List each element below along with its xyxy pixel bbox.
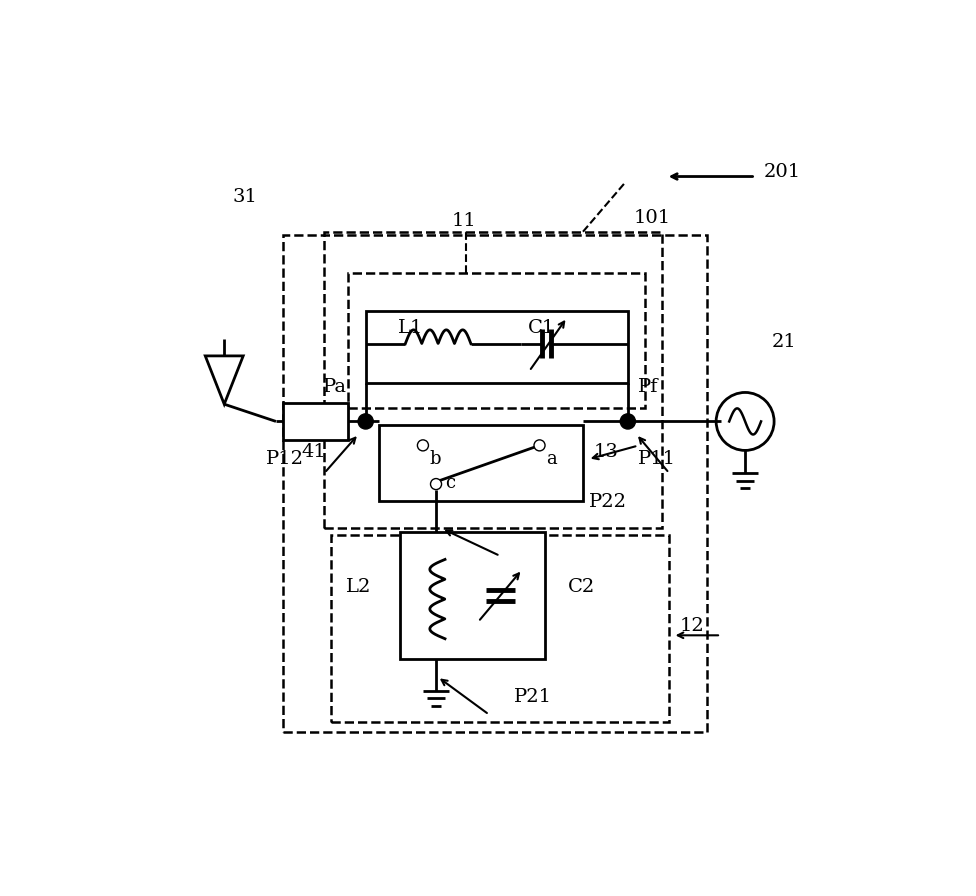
Text: c: c [445,474,455,492]
Text: C2: C2 [568,578,595,596]
Bar [348,273,645,408]
Text: 13: 13 [593,444,618,461]
Text: L1: L1 [398,319,424,337]
Text: b: b [429,450,441,469]
Text: Pf: Pf [638,378,659,396]
Text: L2: L2 [346,578,372,596]
Text: 31: 31 [232,188,258,206]
Text: P12: P12 [265,451,304,469]
Circle shape [358,414,373,429]
Text: P21: P21 [514,688,552,706]
Text: 21: 21 [771,333,796,351]
Text: 12: 12 [679,617,705,635]
Bar [380,425,583,501]
Text: P22: P22 [589,493,627,511]
Bar [331,535,670,721]
Circle shape [418,440,428,451]
Circle shape [430,478,441,489]
Text: a: a [547,450,557,469]
Bar [324,232,663,529]
Text: C1: C1 [528,319,555,337]
Text: 11: 11 [452,212,476,230]
Circle shape [534,440,545,451]
Bar [283,403,348,440]
Bar [283,235,708,732]
Bar [366,311,628,383]
Bar [400,532,545,659]
Text: Pa: Pa [323,378,347,396]
Text: P11: P11 [638,451,676,469]
Circle shape [620,414,635,429]
Text: 101: 101 [633,209,671,227]
Text: 41: 41 [302,444,326,461]
Text: 201: 201 [764,163,801,181]
